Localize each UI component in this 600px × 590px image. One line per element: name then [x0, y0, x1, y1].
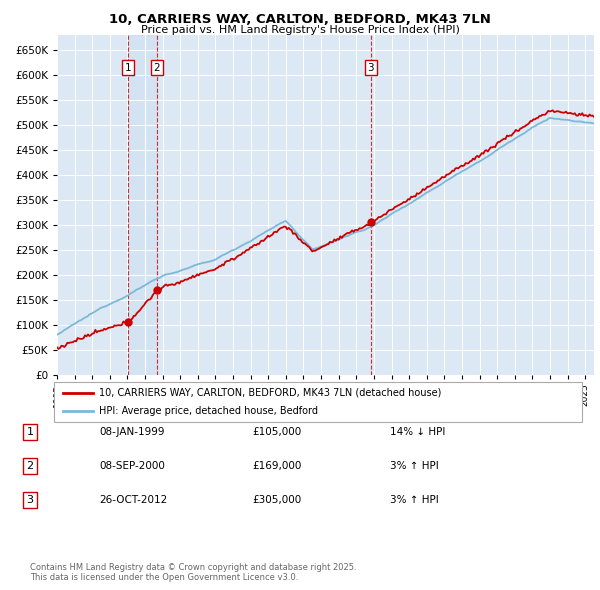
Text: HPI: Average price, detached house, Bedford: HPI: Average price, detached house, Bedf…: [99, 405, 318, 415]
Text: 3% ↑ HPI: 3% ↑ HPI: [390, 461, 439, 471]
Text: 1: 1: [125, 63, 131, 73]
Text: £105,000: £105,000: [252, 427, 301, 437]
Text: £305,000: £305,000: [252, 496, 301, 505]
Text: 14% ↓ HPI: 14% ↓ HPI: [390, 427, 445, 437]
Bar: [128, 35, 157, 375]
Text: 3% ↑ HPI: 3% ↑ HPI: [390, 496, 439, 505]
Text: Contains HM Land Registry data © Crown copyright and database right 2025.
This d: Contains HM Land Registry data © Crown c…: [30, 563, 356, 582]
Text: 3: 3: [26, 496, 34, 505]
Text: 10, CARRIERS WAY, CARLTON, BEDFORD, MK43 7LN: 10, CARRIERS WAY, CARLTON, BEDFORD, MK43…: [109, 13, 491, 26]
Text: 08-SEP-2000: 08-SEP-2000: [99, 461, 165, 471]
Text: 08-JAN-1999: 08-JAN-1999: [99, 427, 164, 437]
Text: 26-OCT-2012: 26-OCT-2012: [99, 496, 167, 505]
Text: 2: 2: [26, 461, 34, 471]
Text: 2: 2: [154, 63, 160, 73]
Text: 10, CARRIERS WAY, CARLTON, BEDFORD, MK43 7LN (detached house): 10, CARRIERS WAY, CARLTON, BEDFORD, MK43…: [99, 388, 442, 398]
Text: Price paid vs. HM Land Registry's House Price Index (HPI): Price paid vs. HM Land Registry's House …: [140, 25, 460, 35]
Text: £169,000: £169,000: [252, 461, 301, 471]
Text: 1: 1: [26, 427, 34, 437]
Text: 3: 3: [368, 63, 374, 73]
